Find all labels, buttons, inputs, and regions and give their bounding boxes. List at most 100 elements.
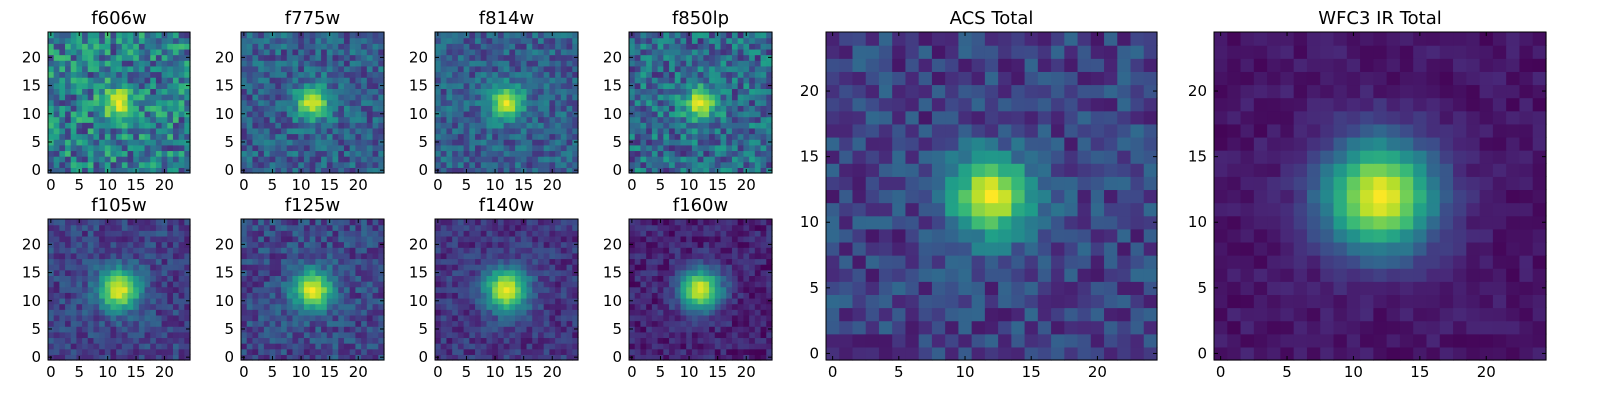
pixel [178, 60, 185, 67]
pixel [116, 156, 123, 163]
pixel [178, 348, 185, 355]
pixel [338, 286, 345, 293]
pixel [674, 348, 682, 355]
pixel [737, 43, 744, 50]
pixel [332, 247, 339, 254]
pixel [372, 264, 379, 271]
pixel [634, 139, 642, 146]
pixel [486, 297, 493, 305]
pixel [281, 127, 288, 135]
pixel [537, 258, 545, 265]
pixel [281, 105, 288, 112]
pixel [680, 297, 687, 305]
pixel [731, 105, 739, 112]
pixel [332, 82, 339, 89]
pixel [532, 116, 539, 123]
pixel [241, 77, 248, 84]
pixel [263, 314, 271, 322]
pixel [82, 247, 89, 254]
pixel [440, 281, 448, 288]
pixel [184, 127, 191, 135]
x-tick-label: 0 [433, 176, 443, 194]
pixel [321, 144, 328, 152]
pixel [241, 48, 248, 56]
pixel [486, 116, 493, 123]
pixel [65, 286, 72, 293]
pixel [155, 326, 163, 333]
pixel [760, 167, 767, 174]
pixel [93, 297, 100, 305]
pixel [657, 60, 664, 67]
pixel [555, 48, 562, 56]
pixel [492, 105, 499, 112]
pixel [629, 343, 636, 350]
pixel [263, 264, 271, 271]
pixel [475, 303, 482, 310]
pixel [543, 281, 550, 288]
pixel [435, 60, 442, 67]
pixel [332, 139, 339, 146]
pixel [144, 297, 151, 305]
pixel [127, 230, 134, 237]
pixel [178, 105, 185, 112]
pixel [503, 264, 510, 271]
pixel [258, 32, 265, 39]
pixel [435, 314, 442, 322]
pixel [263, 354, 271, 361]
pixel [326, 252, 334, 260]
pixel [372, 105, 379, 112]
pixel [70, 110, 77, 118]
pixel [258, 292, 265, 299]
pixel [435, 303, 442, 310]
pixel [475, 71, 482, 78]
pixel [292, 133, 299, 140]
pixel [497, 110, 505, 118]
pixel [634, 43, 642, 50]
pixel [161, 247, 168, 254]
pixel [292, 150, 299, 157]
pixel [457, 99, 465, 106]
pixel [275, 37, 282, 44]
pixel [332, 303, 339, 310]
pixel [53, 127, 60, 135]
pixel [537, 48, 545, 56]
pixel [475, 224, 482, 231]
pixel [121, 88, 129, 95]
pixel [87, 292, 95, 299]
pixel [65, 224, 72, 231]
pixel [731, 161, 739, 168]
pixel [480, 110, 488, 118]
pixel [749, 43, 756, 50]
pixel [286, 314, 294, 322]
pixel [526, 77, 533, 84]
pixel [475, 309, 482, 316]
pixel [144, 122, 151, 129]
pixel [480, 331, 488, 339]
pixel [457, 77, 465, 84]
pixel [640, 320, 647, 327]
pixel [372, 82, 379, 89]
pixel [309, 77, 316, 84]
pixel [321, 150, 328, 157]
pixel [275, 77, 282, 84]
pixel [457, 54, 465, 61]
pixel [663, 94, 670, 101]
pixel [167, 326, 174, 333]
pixel [150, 94, 157, 101]
pixel [663, 281, 670, 288]
pixel [178, 303, 185, 310]
pixel [731, 65, 739, 73]
pixel [726, 167, 733, 174]
pixel [309, 281, 316, 288]
pixel [372, 94, 379, 101]
pixel [475, 94, 482, 101]
pixel [743, 94, 750, 101]
pixel [731, 88, 739, 95]
pixel [480, 235, 488, 243]
pixel [241, 116, 248, 123]
pixel [526, 122, 533, 129]
pixel [76, 144, 83, 152]
pixel [457, 320, 465, 327]
pixel [515, 264, 522, 271]
pixel [338, 82, 345, 89]
